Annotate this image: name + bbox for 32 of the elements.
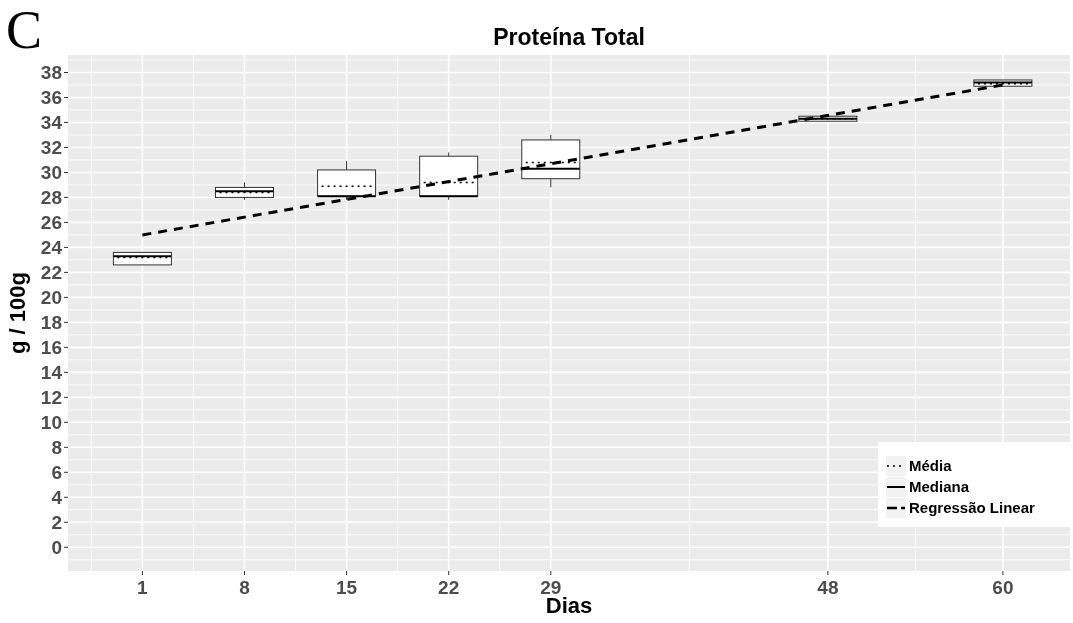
y-tick-label: 38 [40, 62, 62, 84]
y-tick-label: 10 [40, 411, 62, 433]
x-tick-label: 48 [817, 577, 839, 598]
annotation: Média [909, 457, 953, 475]
y-tick-label: 14 [40, 362, 63, 383]
x-tick-label: 22 [438, 577, 460, 598]
y-axis-title: g / 100g [5, 272, 30, 354]
y-tick-label: 32 [40, 137, 62, 159]
legend-label: Regressão Linear [909, 499, 1036, 517]
y-tick-label: 6 [51, 461, 62, 483]
chart-title: Proteína Total [493, 24, 645, 50]
x-tick-label: 60 [992, 577, 1014, 598]
text: C [6, 0, 43, 60]
x-tick-label: 1 [137, 577, 149, 598]
y-tick-label: 36 [40, 87, 62, 109]
y-tick-label: 4 [51, 486, 63, 508]
y-tick-label: 34 [40, 112, 63, 134]
x-tick-label: 15 [336, 577, 358, 598]
y-tick-label: 20 [40, 287, 62, 309]
y-tick-label: 2 [51, 511, 62, 533]
y-tick-label: 12 [40, 386, 62, 408]
y-tick-label: 28 [40, 187, 62, 209]
y-tick-label: 16 [40, 337, 62, 359]
y-tick-label: 26 [40, 212, 62, 234]
y-tick-label: 22 [40, 262, 62, 284]
y-tick-label: 18 [40, 312, 62, 334]
y-tick-label: 30 [40, 162, 62, 184]
y-tick-label: 0 [51, 536, 62, 558]
y-tick-label: 24 [40, 237, 63, 259]
x-tick-label: 8 [239, 577, 250, 598]
y-tick-label: 8 [51, 436, 62, 458]
legend-label: Mediana [909, 478, 970, 496]
